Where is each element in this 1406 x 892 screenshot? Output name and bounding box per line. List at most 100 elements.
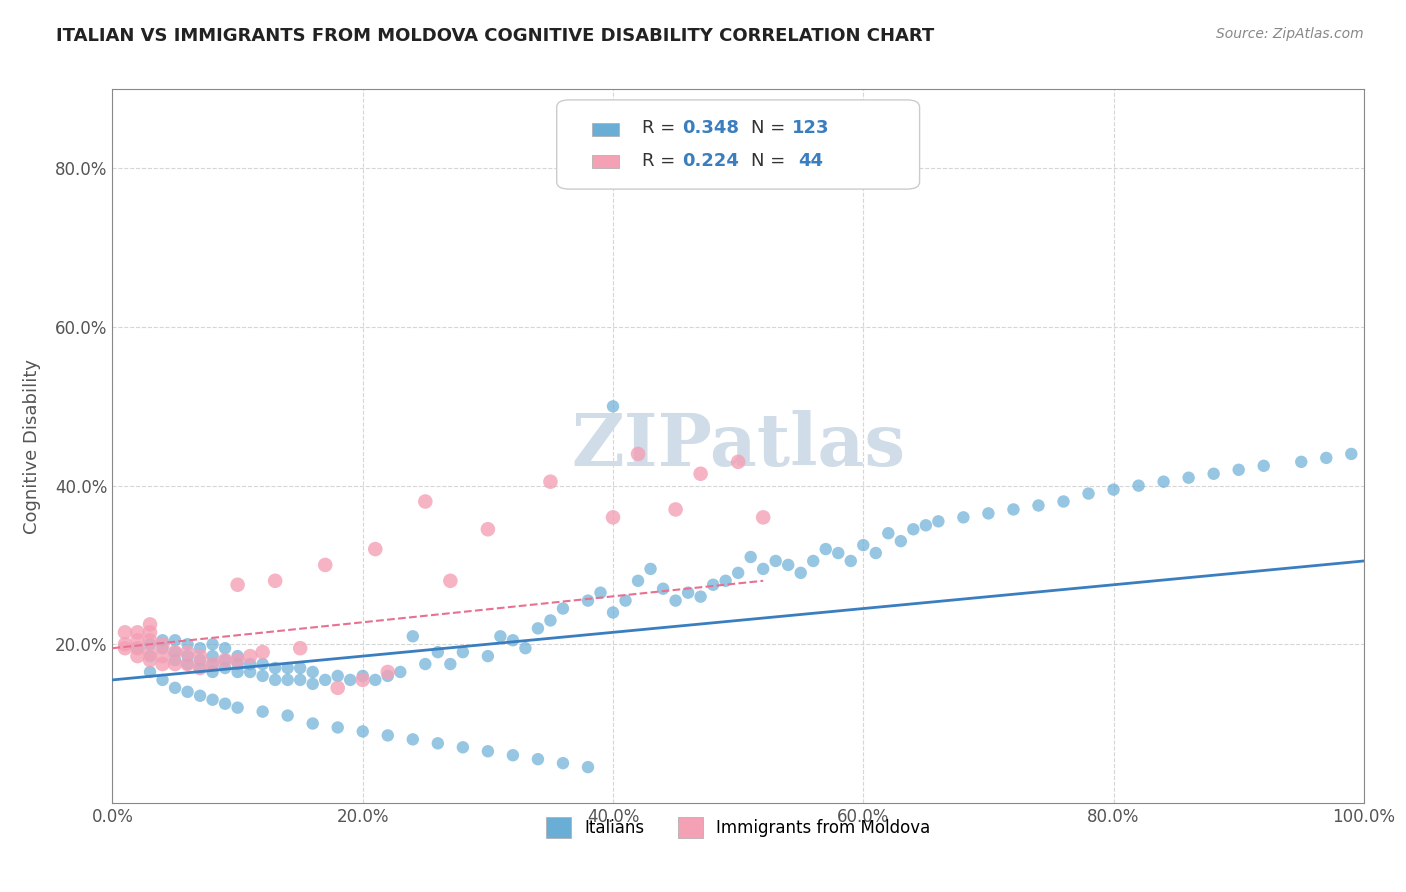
Point	[502, 633, 524, 648]
Point	[627, 574, 650, 588]
Point	[252, 705, 274, 719]
Point	[778, 558, 800, 572]
Point	[614, 593, 637, 607]
Point	[477, 649, 499, 664]
Point	[426, 736, 449, 750]
Point	[801, 554, 824, 568]
Point	[163, 633, 186, 648]
Point	[551, 756, 574, 771]
Point	[290, 641, 312, 656]
Text: 0.348: 0.348	[682, 120, 738, 137]
Point	[226, 653, 249, 667]
Text: N =: N =	[751, 120, 790, 137]
Point	[664, 593, 686, 607]
Point	[314, 673, 336, 687]
Point	[201, 692, 224, 706]
Point	[163, 657, 186, 671]
Point	[839, 554, 862, 568]
FancyBboxPatch shape	[592, 123, 619, 136]
Point	[201, 637, 224, 651]
Point	[176, 685, 198, 699]
Point	[589, 585, 612, 599]
Point	[1291, 455, 1313, 469]
Point	[152, 637, 174, 651]
Point	[402, 629, 425, 643]
Point	[790, 566, 813, 580]
Point	[477, 522, 499, 536]
Point	[602, 510, 624, 524]
Point	[915, 518, 938, 533]
Point	[702, 578, 724, 592]
Point	[576, 593, 599, 607]
Point	[927, 514, 949, 528]
Point	[152, 657, 174, 671]
Point	[752, 562, 775, 576]
Point	[152, 641, 174, 656]
Point	[451, 645, 474, 659]
Point	[139, 649, 162, 664]
Point	[865, 546, 887, 560]
Point	[1177, 471, 1199, 485]
Point	[201, 665, 224, 679]
Point	[176, 645, 198, 659]
Point	[515, 641, 537, 656]
Point	[127, 641, 149, 656]
Point	[277, 673, 299, 687]
Point	[502, 748, 524, 763]
Point	[163, 645, 186, 659]
Text: Source: ZipAtlas.com: Source: ZipAtlas.com	[1216, 27, 1364, 41]
Point	[188, 689, 211, 703]
Point	[627, 447, 650, 461]
Point	[214, 641, 236, 656]
Point	[326, 669, 349, 683]
Point	[527, 621, 550, 635]
Point	[1227, 463, 1250, 477]
Point	[364, 673, 387, 687]
Point	[264, 673, 287, 687]
Point	[163, 681, 186, 695]
Point	[1153, 475, 1175, 489]
Point	[903, 522, 925, 536]
Point	[252, 645, 274, 659]
Point	[527, 752, 550, 766]
Point	[201, 657, 224, 671]
Point	[188, 661, 211, 675]
Point	[139, 625, 162, 640]
Point	[176, 649, 198, 664]
Point	[176, 637, 198, 651]
Point	[890, 534, 912, 549]
Point	[576, 760, 599, 774]
Point	[239, 665, 262, 679]
Point	[689, 590, 711, 604]
Point	[139, 653, 162, 667]
Point	[952, 510, 974, 524]
Point	[176, 657, 198, 671]
Point	[439, 574, 461, 588]
Point	[214, 653, 236, 667]
Legend: Italians, Immigrants from Moldova: Italians, Immigrants from Moldova	[540, 811, 936, 845]
Point	[538, 614, 561, 628]
Point	[326, 721, 349, 735]
Point	[765, 554, 787, 568]
Point	[413, 657, 436, 671]
Point	[352, 724, 374, 739]
Point	[352, 669, 374, 683]
Point	[664, 502, 686, 516]
Text: R =: R =	[641, 120, 681, 137]
Point	[326, 681, 349, 695]
Point	[290, 673, 312, 687]
Point	[1128, 478, 1150, 492]
FancyBboxPatch shape	[557, 100, 920, 189]
Point	[314, 558, 336, 572]
Point	[814, 542, 837, 557]
Point	[377, 665, 399, 679]
Point	[127, 649, 149, 664]
Point	[551, 601, 574, 615]
Point	[402, 732, 425, 747]
Point	[201, 657, 224, 671]
Text: R =: R =	[641, 152, 681, 169]
Point	[602, 400, 624, 414]
Text: ITALIAN VS IMMIGRANTS FROM MOLDOVA COGNITIVE DISABILITY CORRELATION CHART: ITALIAN VS IMMIGRANTS FROM MOLDOVA COGNI…	[56, 27, 935, 45]
Point	[301, 665, 323, 679]
Point	[877, 526, 900, 541]
